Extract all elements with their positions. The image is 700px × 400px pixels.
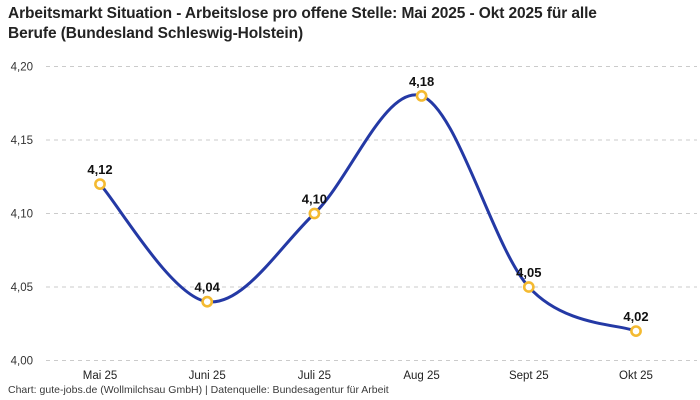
y-axis-tick-label: 4,00 [11, 356, 33, 368]
chart-attribution: Chart: gute-jobs.de (Wollmilchsau GmbH) … [8, 384, 389, 396]
x-axis-label: Juli 25 [298, 370, 331, 382]
chart-title: Arbeitsmarkt Situation - Arbeitslose pro… [8, 5, 597, 42]
y-axis-tick-labels: 4,00 4,05 4,10 4,15 4,20 [11, 62, 33, 368]
x-axis-label: Sept 25 [509, 370, 549, 382]
x-axis-label: Mai 25 [83, 370, 118, 382]
data-line [98, 93, 638, 333]
x-axis-label: Juni 25 [189, 370, 226, 382]
y-axis-tick-label: 4,05 [11, 282, 33, 294]
x-axis-label: Okt 25 [619, 370, 653, 382]
y-axis-tick-label: 4,15 [11, 135, 33, 147]
data-points: 4,12 4,04 4,10 4,18 4,05 4,02 [87, 74, 649, 337]
x-axis-labels: Mai 25 Juni 25 Juli 25 Aug 25 Sept 25 Okt 25 [83, 370, 653, 382]
data-point-marker [630, 325, 642, 337]
gridlines [46, 66, 697, 361]
data-point-value-label: 4,04 [195, 280, 221, 295]
data-point-value-label: 4,05 [516, 265, 541, 280]
y-axis-tick-label: 4,20 [11, 62, 33, 74]
data-point-marker [201, 295, 214, 308]
data-point-value-label: 4,18 [409, 74, 434, 89]
data-point-value-label: 4,12 [87, 162, 112, 177]
data-point-marker [522, 281, 535, 293]
data-point-marker [94, 178, 106, 190]
data-point-value-label: 4,02 [623, 309, 648, 324]
x-axis-label: Aug 25 [403, 370, 439, 382]
data-point-marker [415, 90, 428, 102]
data-point-marker [308, 207, 321, 220]
data-point-value-label: 4,10 [302, 192, 327, 207]
y-axis-tick-label: 4,10 [11, 209, 33, 221]
